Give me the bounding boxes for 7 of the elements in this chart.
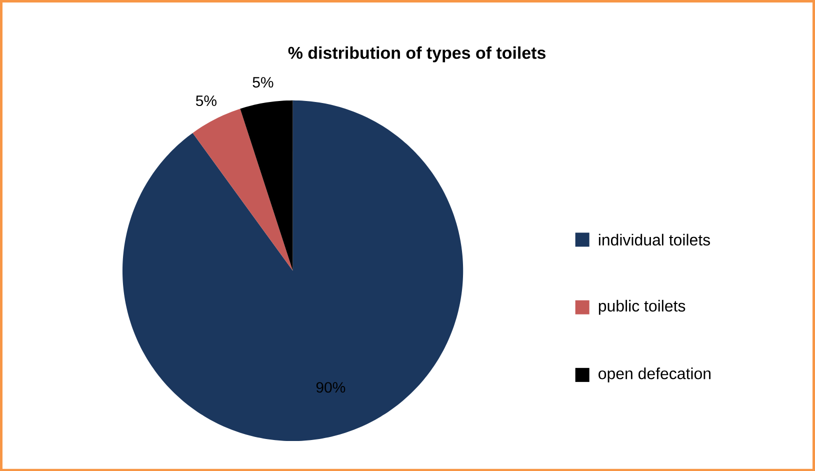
legend-label: individual toilets — [598, 234, 710, 246]
legend-label: open defecation — [598, 367, 710, 382]
data-label: 5% — [196, 95, 216, 106]
data-label: 5% — [252, 76, 274, 88]
legend-label: public toilets — [598, 300, 686, 315]
chart-title: % distribution of types of toilets — [288, 46, 546, 62]
data-label: 90% — [316, 382, 346, 392]
